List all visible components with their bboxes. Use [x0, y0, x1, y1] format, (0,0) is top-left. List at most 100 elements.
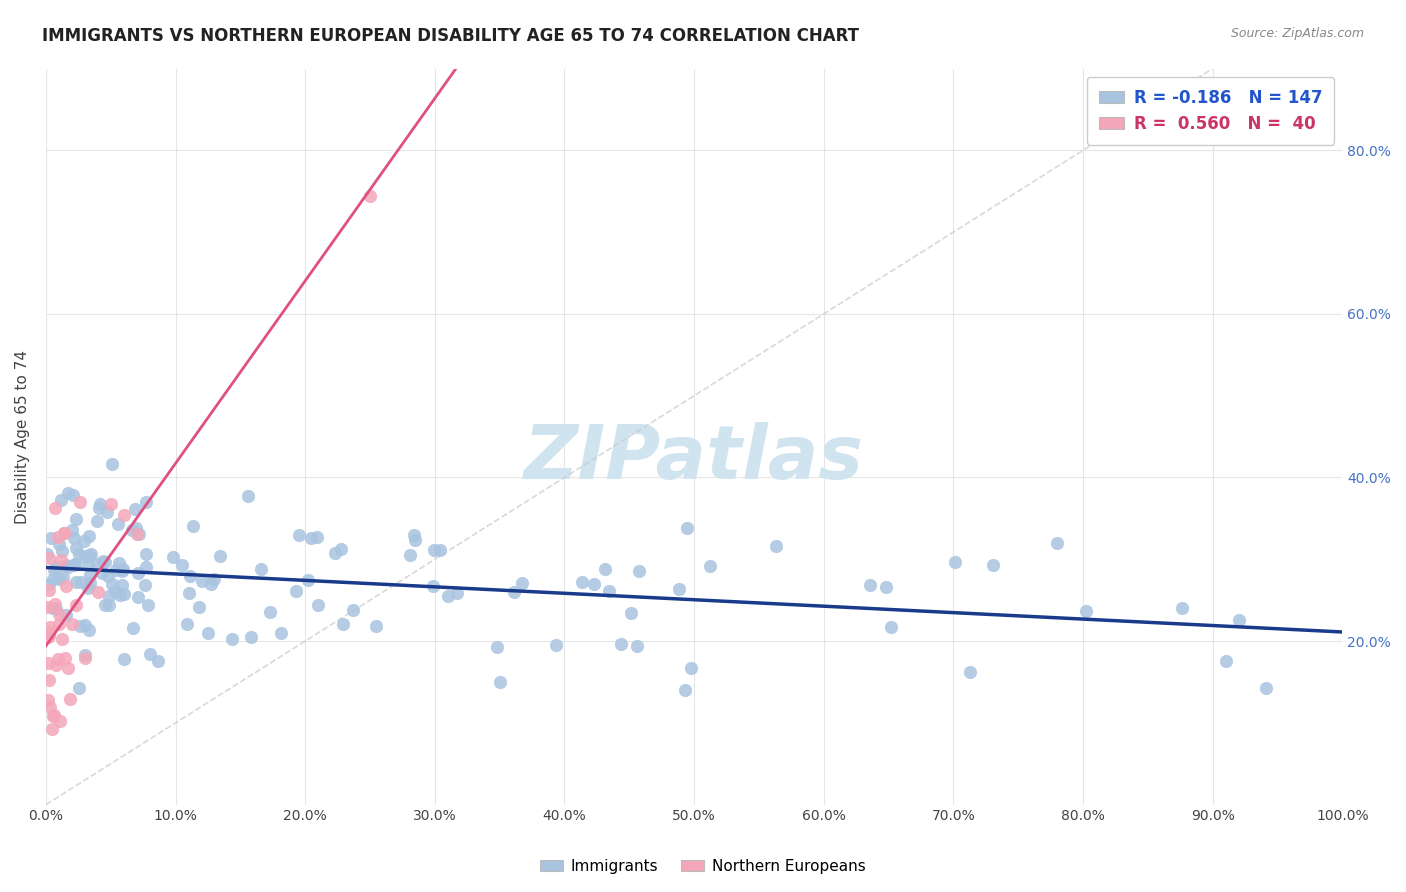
Point: [42, 572, 65, 586]
Point: [60, 523, 83, 537]
Point: [69, 619, 91, 633]
Point: [65, 598, 87, 612]
Point: [65, 512, 87, 526]
Point: [70, 574, 93, 589]
Point: [879, 620, 901, 634]
Point: [77, 528, 100, 542]
Point: [108, 588, 131, 602]
Point: [67, 681, 90, 695]
Point: [1227, 614, 1250, 628]
Point: [86, 557, 108, 571]
Point: [76, 558, 98, 572]
Point: [1171, 601, 1194, 615]
Point: [111, 578, 134, 592]
Legend: R = -0.186   N = 147, R =  0.560   N =  40: R = -0.186 N = 147, R = 0.560 N = 40: [1087, 77, 1334, 145]
Point: [44, 560, 66, 574]
Point: [44, 597, 66, 611]
Point: [101, 458, 124, 472]
Point: [38, 577, 60, 591]
Point: [437, 589, 460, 603]
Point: [69, 495, 91, 509]
Point: [134, 578, 156, 592]
Point: [571, 575, 593, 590]
Point: [63, 531, 86, 545]
Point: [51, 544, 73, 558]
Point: [56, 560, 79, 574]
Point: [51, 552, 73, 566]
Point: [125, 521, 148, 535]
Point: [112, 652, 135, 666]
Point: [65, 575, 87, 590]
Point: [422, 542, 444, 557]
Point: [55, 651, 77, 665]
Point: [359, 189, 381, 203]
Point: [127, 566, 149, 580]
Point: [128, 526, 150, 541]
Point: [503, 585, 526, 599]
Point: [42, 563, 65, 577]
Point: [485, 640, 508, 654]
Point: [45, 658, 67, 673]
Point: [86, 514, 108, 528]
Point: [446, 586, 468, 600]
Point: [673, 683, 696, 698]
Point: [626, 639, 648, 653]
Point: [48, 607, 70, 622]
Point: [105, 563, 128, 577]
Point: [77, 623, 100, 637]
Point: [65, 541, 87, 555]
Point: [122, 621, 145, 635]
Point: [46, 652, 69, 666]
Point: [307, 530, 329, 544]
Point: [44, 501, 66, 516]
Point: [121, 524, 143, 538]
Point: [593, 562, 616, 576]
Point: [67, 547, 90, 561]
Point: [96, 505, 118, 519]
Point: [342, 603, 364, 617]
Point: [87, 584, 110, 599]
Point: [53, 525, 76, 540]
Point: [63, 558, 86, 572]
Point: [404, 527, 426, 541]
Point: [544, 638, 567, 652]
Point: [73, 618, 96, 632]
Point: [91, 554, 114, 568]
Text: ZIPatlas: ZIPatlas: [524, 422, 865, 495]
Point: [112, 508, 135, 523]
Point: [297, 573, 319, 587]
Point: [38, 550, 60, 565]
Point: [270, 625, 292, 640]
Point: [172, 558, 194, 572]
Point: [236, 489, 259, 503]
Point: [323, 546, 346, 560]
Point: [510, 576, 533, 591]
Point: [364, 618, 387, 632]
Point: [399, 548, 422, 562]
Point: [1215, 654, 1237, 668]
Point: [200, 576, 222, 591]
Point: [209, 549, 232, 564]
Point: [146, 654, 169, 668]
Point: [259, 605, 281, 619]
Point: [37, 627, 59, 641]
Point: [488, 675, 510, 690]
Point: [77, 548, 100, 562]
Point: [87, 501, 110, 516]
Point: [943, 555, 966, 569]
Point: [250, 561, 273, 575]
Point: [97, 568, 120, 582]
Point: [135, 494, 157, 508]
Point: [49, 714, 72, 728]
Point: [38, 673, 60, 688]
Point: [98, 598, 121, 612]
Point: [79, 575, 101, 590]
Point: [55, 558, 77, 573]
Point: [77, 581, 100, 595]
Point: [37, 547, 59, 561]
Point: [1254, 681, 1277, 695]
Point: [627, 564, 650, 578]
Point: [73, 534, 96, 549]
Point: [51, 632, 73, 646]
Point: [37, 656, 59, 670]
